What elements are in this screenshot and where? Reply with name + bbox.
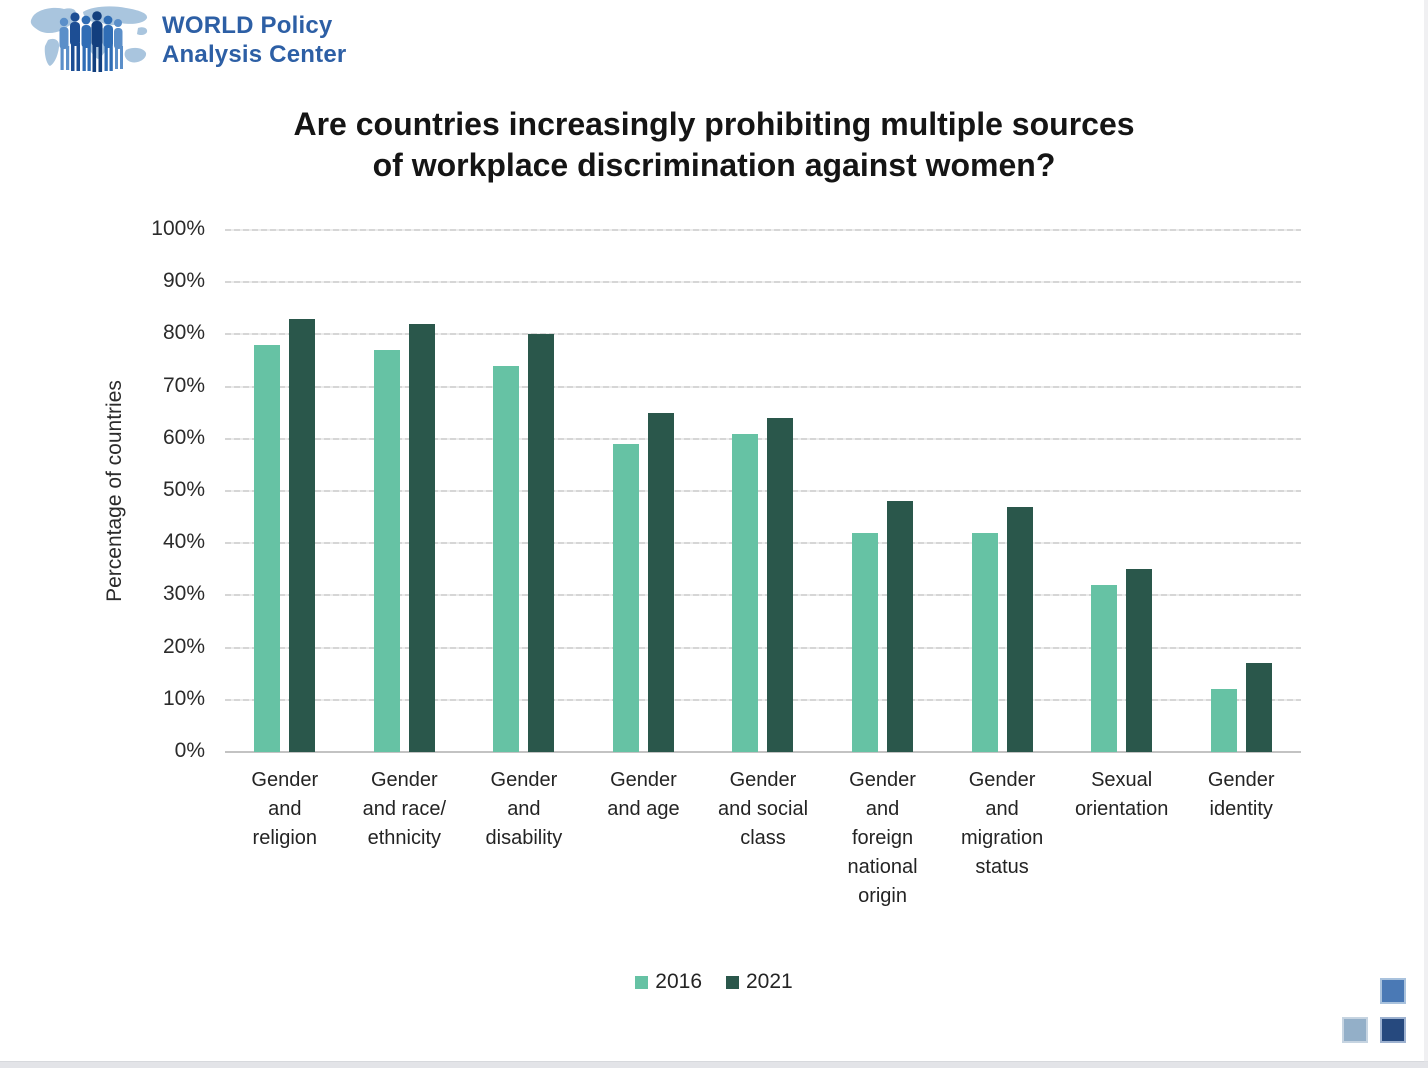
chart-title-line2: of workplace discrimination against wome… [372,147,1056,183]
bar-2021 [289,318,316,752]
y-tick-label: 80% [162,321,205,345]
bar-2016 [612,444,639,752]
x-axis-label: Gender and foreign national origin [847,769,918,907]
y-tick-label: 30% [162,582,205,606]
y-tick-label: 90% [162,269,205,293]
x-axis-line [225,751,1301,753]
bar-group [1181,230,1301,752]
gridline [225,333,1301,336]
bar-2021 [1006,506,1033,752]
bar-group [345,230,465,752]
corner-square-bottom-left [1342,1017,1368,1043]
x-axis-label: Gender and age [607,769,680,820]
bar-2021 [1126,569,1153,752]
right-edge-strip [1424,0,1428,1068]
bar-2016 [732,433,759,752]
y-tick-label: 70% [162,373,205,397]
bar-group [823,230,943,752]
world-map-logo [30,6,148,72]
x-axis-label: Gender and social class [717,769,809,849]
x-axis-label: Gender and disability [485,769,563,849]
gridline [225,385,1301,388]
legend-item-2021: 2021 [726,970,793,994]
y-tick-label: 50% [162,478,205,502]
gridline [225,437,1301,440]
bar-group [703,230,823,752]
gridline [225,646,1301,649]
bar-group [942,230,1062,752]
gridline [225,490,1301,492]
x-axis-label: Gender and race/ethnicity [362,769,447,849]
chart-title-line1: Are countries increasingly prohibiting m… [293,106,1135,142]
legend-swatch-2021 [726,975,739,989]
legend-item-2016: 2016 [635,970,702,994]
legend-swatch-2016 [635,975,649,989]
y-tick-label: 20% [162,634,205,658]
plot-area: 0% 10% 20% 30% 40% 50% 60% 70% 80% 90% 100% [151,217,1301,762]
bar-2021 [767,417,794,752]
bar-2021 [887,501,914,752]
bar-2016 [493,365,520,752]
bar-2016 [1091,584,1118,752]
bar-2021 [528,334,555,752]
bar-group [225,230,345,752]
bar-2021 [1245,663,1272,752]
bar-2021 [647,412,674,752]
bar-group [584,230,704,752]
bar-2021 [408,323,435,752]
x-axis-labels: Gender and religion Gender and race/ethnicit… [225,766,1301,926]
bar-group [464,230,584,752]
bar-2016 [852,532,879,752]
bar-2016 [971,532,998,752]
legend-label-2021: 2021 [746,970,793,993]
bar-group [1062,230,1182,752]
gridline [225,229,1301,231]
gridline [225,594,1301,597]
people-silhouettes [59,11,123,72]
corner-square-bottom-right [1380,1017,1406,1043]
y-tick-label: 40% [162,530,205,554]
logo-text-line1: WORLD Policy [162,12,333,39]
x-axis-label: Gender identity [1207,769,1275,820]
gridline [225,698,1301,701]
y-tick-label: 60% [162,425,205,449]
y-tick-label: 10% [162,686,205,710]
x-axis-label: Gender and migration status [960,769,1044,878]
corner-square-top-right [1380,978,1406,1004]
bottom-edge-strip [0,1061,1428,1068]
y-tick-label: 0% [174,739,205,763]
gridline [225,542,1301,545]
legend: 2016 2021 [0,970,1428,994]
gridline [225,281,1301,284]
bar-2016 [1210,689,1237,752]
x-axis-label: Gender and religion [251,769,319,849]
y-tick-label: 100% [151,217,205,241]
x-axis-label: Sexual orientation [1074,769,1169,820]
bar-2016 [373,350,400,752]
y-axis-title: Percentage of countries [103,380,126,602]
chart-title: Are countries increasingly prohibiting m… [0,104,1428,186]
logo-text: WORLD Policy Analysis Center [162,11,346,69]
world-policy-logo: WORLD Policy Analysis Center [26,4,346,76]
logo-text-line2: Analysis Center [162,41,347,68]
bar-2016 [254,344,281,752]
legend-label-2016: 2016 [655,970,702,993]
